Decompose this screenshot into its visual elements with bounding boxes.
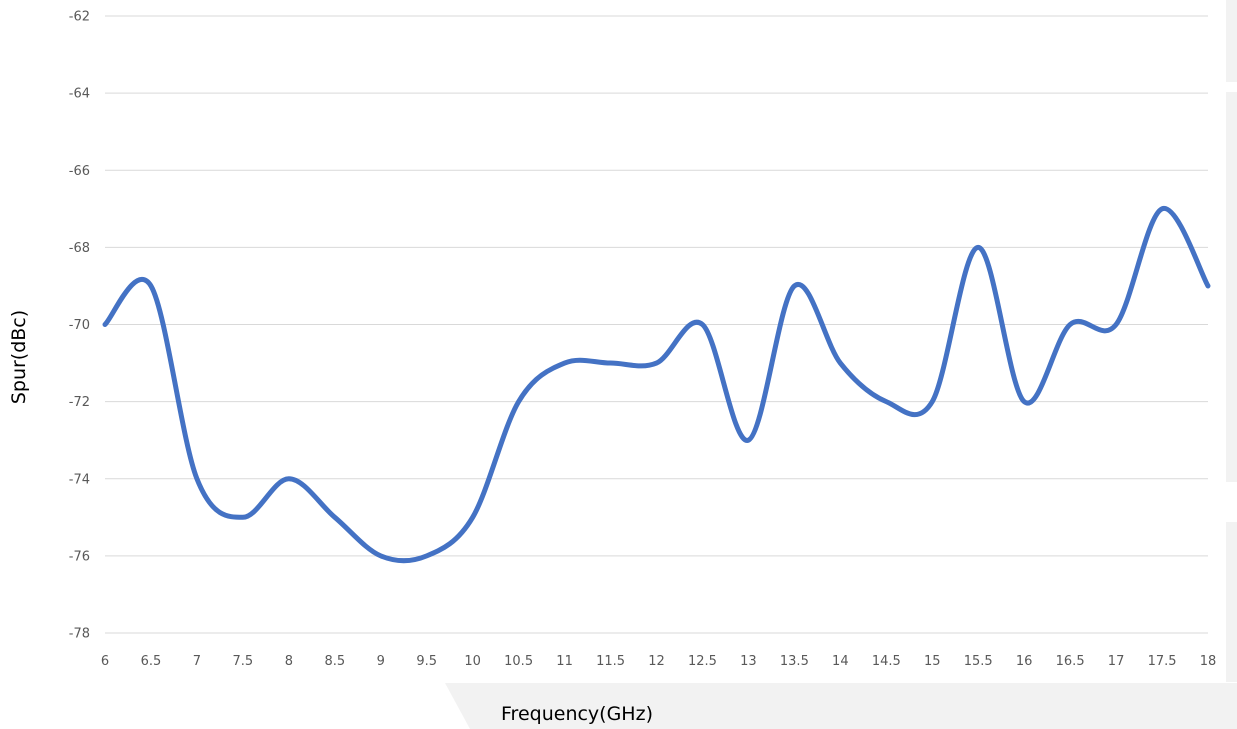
y-tick-label: -78 (69, 627, 90, 642)
data-point (746, 438, 751, 443)
x-tick-label: 17 (1108, 654, 1125, 669)
data-point (976, 245, 981, 250)
gridlines (105, 15, 1208, 634)
x-tick-label: 12 (648, 654, 665, 669)
y-tick-label: -76 (69, 549, 90, 564)
x-tick-label: 6 (101, 654, 109, 669)
data-point (654, 361, 659, 366)
x-tick-label: 16 (1016, 654, 1033, 669)
x-tick-label: 15.5 (964, 654, 993, 669)
background-shade-right-mid (1226, 92, 1237, 482)
x-tick-label: 7.5 (233, 654, 254, 669)
data-point (103, 322, 107, 327)
x-tick-label: 11 (556, 654, 573, 669)
series-line (102, 206, 1211, 564)
x-tick-label: 9 (377, 654, 385, 669)
x-tick-label: 9.5 (416, 654, 437, 669)
x-tick-label: 13.5 (780, 654, 809, 669)
data-point (562, 361, 567, 366)
x-tick-label: 18 (1200, 654, 1217, 669)
x-tick-label: 15 (924, 654, 941, 669)
data-point (1022, 399, 1027, 404)
y-tick-label: -62 (69, 10, 90, 25)
data-point (516, 399, 521, 404)
data-point (286, 476, 291, 481)
x-tick-label: 10.5 (504, 654, 533, 669)
x-tick-label: 14 (832, 654, 849, 669)
y-tick-label: -70 (69, 318, 90, 333)
x-tick-label: 14.5 (872, 654, 901, 669)
background-shade-bottom (445, 683, 1237, 729)
data-point (1160, 206, 1165, 211)
data-point (700, 322, 705, 327)
y-tick-label: -64 (69, 87, 90, 102)
data-point (470, 515, 475, 520)
y-tick-label: -72 (69, 395, 90, 410)
data-point (378, 553, 383, 558)
x-tick-label: 17.5 (1148, 654, 1177, 669)
x-tick-label: 13 (740, 654, 757, 669)
y-axis-title: Spur(dBc) (8, 310, 30, 404)
data-point (884, 399, 889, 404)
data-point (1206, 283, 1210, 288)
y-tick-label: -68 (69, 241, 90, 256)
x-tick-label: 16.5 (1056, 654, 1085, 669)
data-point (424, 553, 429, 558)
data-point (194, 476, 199, 481)
series-lines (102, 206, 1211, 564)
x-tick-label: 6.5 (141, 654, 162, 669)
data-point (240, 515, 245, 520)
data-point (332, 515, 337, 520)
x-tick-label: 11.5 (596, 654, 625, 669)
y-tick-label: -66 (69, 164, 90, 179)
background-shade-right-low (1226, 522, 1237, 682)
x-tick-label: 8 (285, 654, 293, 669)
x-tick-label: 10 (464, 654, 481, 669)
x-tick-label: 8.5 (324, 654, 345, 669)
data-point (792, 283, 797, 288)
x-tick-label: 7 (193, 654, 201, 669)
y-axis-ticks: -62 -64 -66 -68 -70 -72 -74 -76 -78 (69, 10, 90, 642)
data-point (838, 361, 843, 366)
x-axis-ticks: 6 6.5 7 7.5 8 8.5 9 9.5 10 10.5 11 11.5 12 12.5 13 13.5… (101, 654, 1216, 669)
data-point (148, 283, 153, 288)
y-tick-label: -74 (69, 472, 90, 487)
background-shade-right-top (1226, 0, 1237, 82)
data-point (608, 361, 613, 366)
data-point (1068, 322, 1073, 327)
data-point (1114, 322, 1119, 327)
x-tick-label: 12.5 (688, 654, 717, 669)
data-point (930, 399, 935, 404)
x-axis-title: Frequency(GHz) (501, 703, 653, 725)
